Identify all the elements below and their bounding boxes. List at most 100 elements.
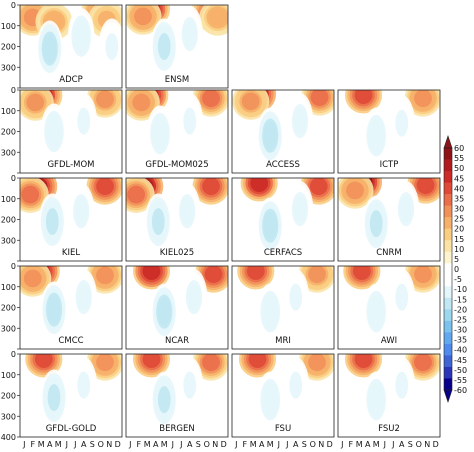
colorbar-tick-label: -55 <box>454 376 467 385</box>
field-mark <box>47 296 61 324</box>
field-mark <box>127 185 146 204</box>
y-tick-label: 300 <box>1 324 16 333</box>
field-mark <box>74 22 88 50</box>
colorbar-segment <box>444 286 452 299</box>
colorbar-tick-label: -10 <box>454 285 467 294</box>
panel-mri: MRI <box>231 265 335 350</box>
y-tick-label: 0 <box>11 86 16 95</box>
field-mark <box>21 185 40 204</box>
field-mark <box>289 283 303 311</box>
x-tick-label: M <box>55 440 62 449</box>
panel-cmcc: CMCC <box>19 265 123 350</box>
panel-frame <box>125 265 229 350</box>
x-tick-label: F <box>242 440 247 449</box>
colorbar-segment <box>444 240 452 253</box>
x-tick-label: A <box>293 440 299 449</box>
x-tick-label: J <box>22 440 25 449</box>
field-mark <box>263 386 277 414</box>
field-mark <box>202 178 220 196</box>
field-mark <box>105 33 119 60</box>
x-tick-label: M <box>144 440 151 449</box>
colorbar-segment <box>444 309 452 322</box>
colorbar-segment <box>444 378 452 391</box>
field-mark <box>263 298 277 326</box>
field-mark <box>395 371 409 399</box>
x-tick-label: O <box>98 440 104 449</box>
panel-awi: AWI <box>337 265 441 350</box>
x-tick-label: D <box>433 440 439 449</box>
panel-label: ENSM <box>165 75 189 85</box>
colorbar-tick-label: 60 <box>454 144 464 153</box>
colorbar-segment <box>444 263 452 276</box>
y-tick-label: 300 <box>1 148 16 157</box>
panel-label: GFDL-MOM025 <box>145 160 208 170</box>
x-tick-label: D <box>327 440 333 449</box>
colorbar-segment <box>444 148 452 160</box>
x-tick-label: J <box>383 440 386 449</box>
colorbar-segment <box>444 355 452 368</box>
panel-label: CNRM <box>376 248 402 258</box>
y-tick-label: 200 <box>1 43 16 52</box>
x-tick-label: J <box>65 440 68 449</box>
x-tick-label: O <box>416 440 422 449</box>
panel-kiel: KIEL <box>19 177 123 262</box>
panel-label: MRI <box>275 336 291 346</box>
x-tick-label: M <box>373 440 380 449</box>
field-mark <box>34 354 53 368</box>
field-mark <box>187 283 201 311</box>
field-mark <box>346 181 364 200</box>
field-mark <box>354 354 373 368</box>
x-tick-label: M <box>38 440 45 449</box>
field-mark <box>248 354 267 368</box>
colorbar-tick-label: 55 <box>454 154 464 163</box>
field-mark <box>134 7 152 26</box>
y-tick-label: 100 <box>1 22 16 31</box>
x-tick-label: J <box>73 440 76 449</box>
field-mark <box>202 90 220 108</box>
colorbar-tick-label: -60 <box>454 386 467 395</box>
x-tick-label: A <box>153 440 159 449</box>
x-tick-label: J <box>171 440 174 449</box>
field-mark <box>414 90 432 108</box>
x-tick-label: M <box>267 440 274 449</box>
field-mark <box>204 266 223 284</box>
y-tick-label: 200 <box>1 216 16 225</box>
panel-bergen: BERGEN <box>125 353 229 438</box>
colorbar-tick-label: 15 <box>454 235 464 244</box>
field-mark <box>26 93 45 112</box>
colorbar-tick-label: 35 <box>454 194 464 203</box>
x-tick-label: A <box>81 440 87 449</box>
panel-frame <box>231 177 335 262</box>
colorbar-tick-label: 20 <box>454 225 464 234</box>
field-mark <box>414 354 432 372</box>
colorbar-segment <box>444 366 452 379</box>
panel-fsu2: FSU2 <box>337 353 441 438</box>
field-mark <box>183 371 197 399</box>
y-tick-label: 400 <box>1 433 16 442</box>
y-tick-label: 100 <box>1 107 16 116</box>
panel-access: ACCESS <box>231 89 335 174</box>
colorbar-tick-label: 10 <box>454 245 464 254</box>
colorbar-tick-label: 25 <box>454 215 464 224</box>
x-tick-label: F <box>30 440 35 449</box>
colorbar-frame <box>443 147 453 391</box>
panel-label: BERGEN <box>159 424 194 434</box>
field-mark <box>77 107 91 135</box>
field-mark <box>416 178 435 195</box>
field-mark <box>183 107 197 135</box>
colorbar-segment <box>444 343 452 356</box>
y-tick-label: 0 <box>11 262 16 271</box>
panel-frame <box>337 353 441 438</box>
panel-label: ICTP <box>380 160 399 170</box>
colorbar-tick-label: 0 <box>454 265 459 274</box>
colorbar-tick-label: -50 <box>454 366 467 375</box>
x-tick-label: J <box>340 440 343 449</box>
field-mark <box>309 178 328 196</box>
x-tick-label: M <box>161 440 168 449</box>
y-tick-label: 100 <box>1 283 16 292</box>
x-tick-label: F <box>136 440 141 449</box>
field-mark <box>246 266 265 280</box>
y-tick-label: 0 <box>11 350 16 359</box>
panel-label: KIEL <box>62 248 80 258</box>
